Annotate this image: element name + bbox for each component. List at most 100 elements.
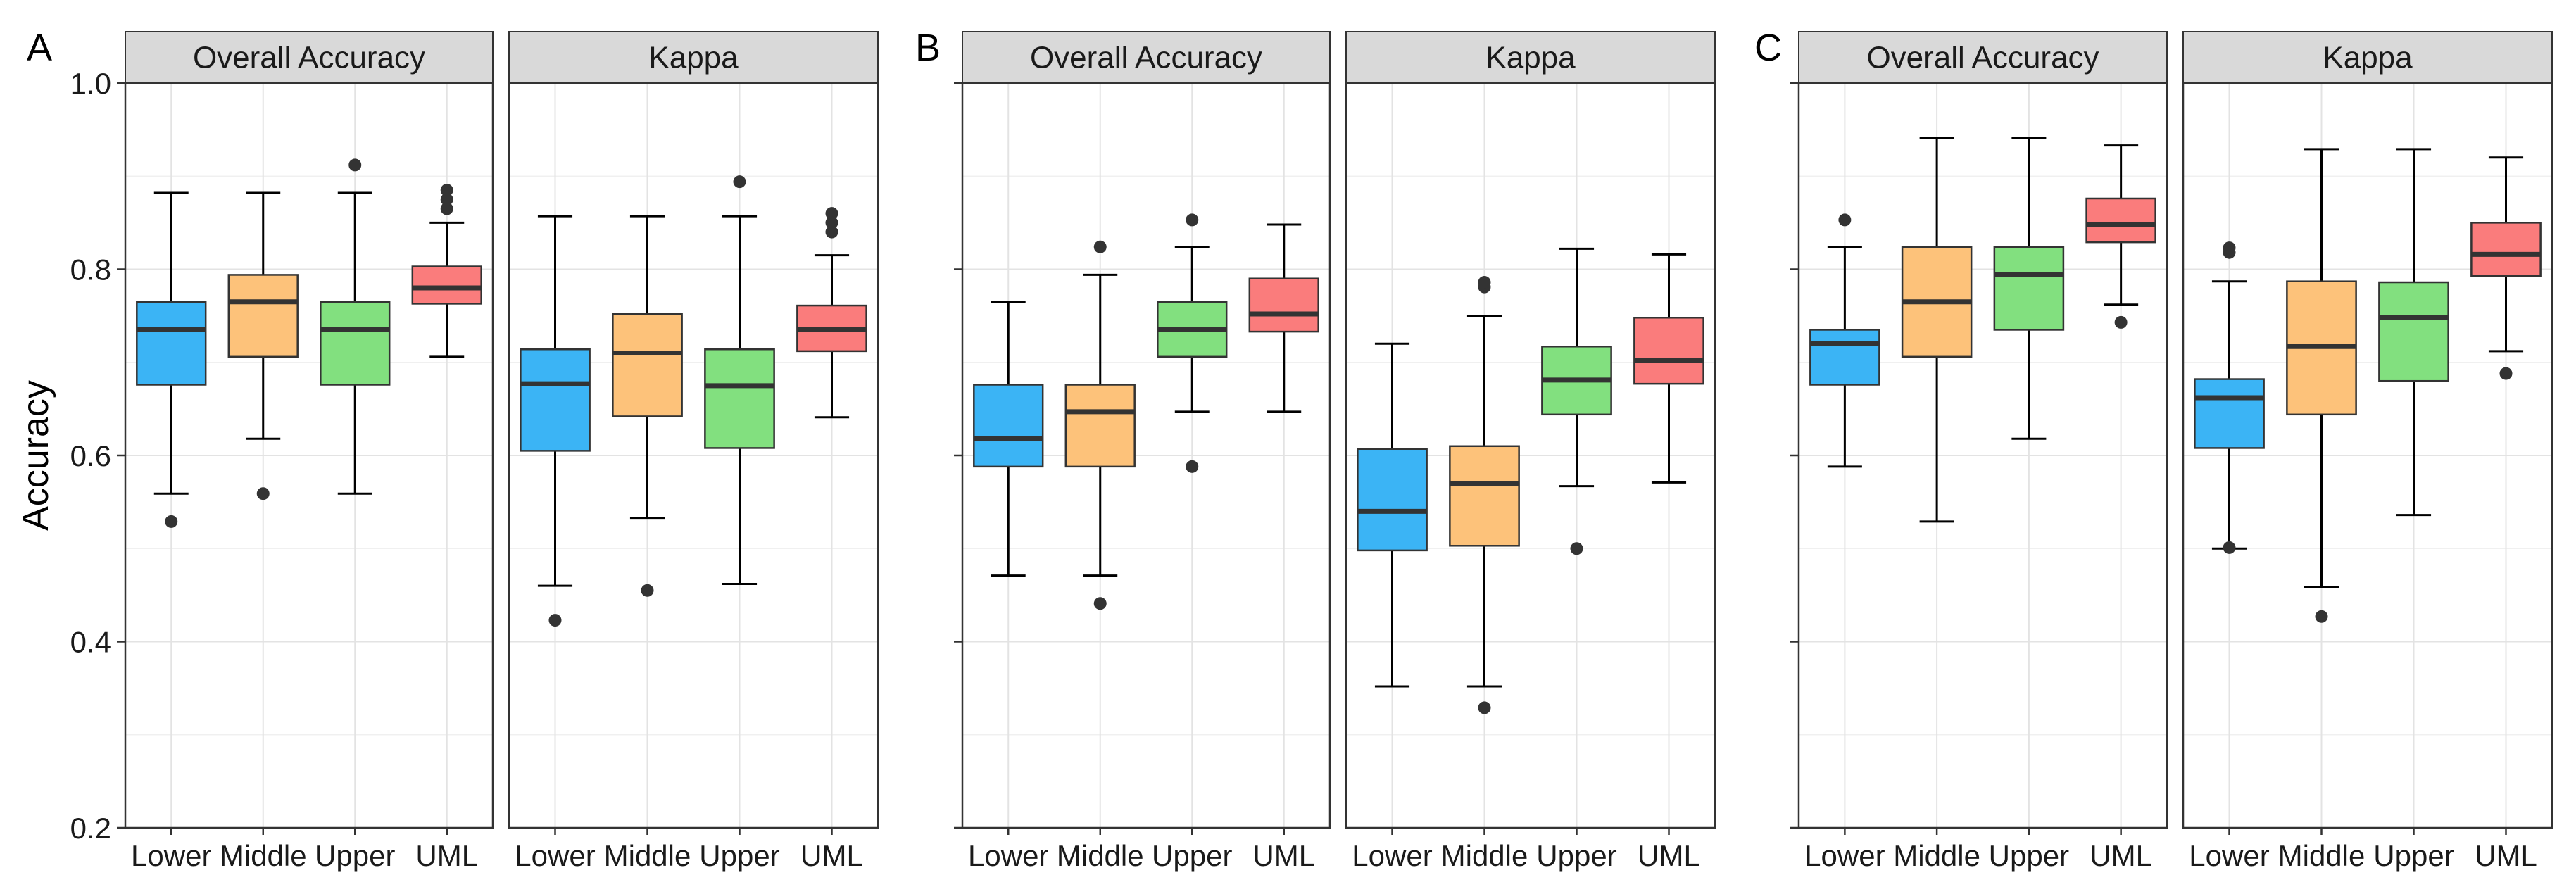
panel-a-kappa: Kappa Lower Middle Upper UML	[508, 31, 879, 872]
outlier-point	[1186, 213, 1199, 227]
panel-border	[1345, 82, 1716, 829]
panel-b-overall-accuracy: Overall Accuracy Lower Middle Upper UML	[961, 31, 1331, 872]
iqr-box	[1449, 445, 1520, 547]
panel-letter: C	[1754, 27, 1782, 69]
box-lower	[973, 301, 1044, 577]
y-tick-label: 1.0	[70, 67, 111, 100]
outlier-point	[1186, 460, 1199, 473]
iqr-box	[612, 313, 683, 417]
iqr-box	[227, 274, 299, 358]
box-uml	[2085, 144, 2156, 329]
box-lower	[520, 215, 591, 627]
box-uml	[796, 207, 867, 419]
box-middle	[1064, 240, 1136, 610]
box-upper	[704, 175, 775, 586]
x-tick-label: UML	[1252, 839, 1315, 872]
box-uml	[411, 184, 482, 358]
box-uml	[1248, 223, 1319, 413]
facet-strip-label: Overall Accuracy	[1030, 41, 1262, 75]
iqr-box	[1064, 384, 1136, 468]
panel-a-overall-accuracy: Overall Accuracy Lower Middle Upper UML	[124, 31, 494, 872]
iqr-box	[704, 348, 775, 449]
iqr-box	[2378, 281, 2449, 382]
x-tick-label: Middle	[604, 839, 691, 872]
box-upper	[320, 158, 391, 495]
iqr-box	[1993, 246, 2065, 331]
gridlines	[125, 82, 493, 829]
panel-letter: A	[27, 27, 52, 69]
box-lower	[2194, 241, 2265, 554]
gridlines	[2183, 82, 2552, 829]
box-lower	[1357, 342, 1428, 688]
x-tick-label: Upper	[699, 839, 779, 872]
facet-strip-label: Overall Accuracy	[193, 41, 425, 75]
panel-border	[508, 82, 879, 829]
outlier-point	[2223, 541, 2236, 554]
iqr-box	[411, 265, 482, 305]
box-upper	[2378, 148, 2449, 517]
y-axis-title: Accuracy	[15, 380, 56, 531]
x-tick-label: UML	[2475, 839, 2537, 872]
outlier-point	[440, 193, 453, 206]
facet-strip-label: Kappa	[648, 41, 739, 75]
outlier-point	[825, 225, 838, 239]
x-tick-label: Middle	[1893, 839, 1980, 872]
outlier-point	[2315, 610, 2328, 623]
iqr-box	[320, 301, 391, 386]
iqr-box	[2194, 378, 2265, 449]
x-tick-label: Middle	[220, 839, 307, 872]
iqr-box	[2085, 197, 2156, 244]
box-middle	[612, 215, 683, 597]
facet-strip-label: Kappa	[2323, 41, 2413, 75]
iqr-box	[1248, 277, 1319, 333]
outlier-point	[165, 515, 178, 528]
outlier-point	[1093, 597, 1107, 610]
box-middle	[1449, 276, 1520, 714]
iqr-box	[2470, 222, 2542, 277]
outlier-point	[733, 175, 746, 189]
x-tick-label: Upper	[1989, 839, 2069, 872]
outlier-point	[440, 202, 453, 215]
outlier-point	[2499, 367, 2513, 380]
x-tick-label: Middle	[1057, 839, 1144, 872]
x-tick-label: Lower	[1352, 839, 1432, 872]
x-tick-label: Upper	[2373, 839, 2454, 872]
box-upper	[1157, 213, 1228, 473]
iqr-box	[1809, 329, 1880, 386]
y-tick-label: 0.8	[70, 253, 111, 287]
x-tick-label: UML	[1638, 839, 1700, 872]
gridlines	[509, 82, 878, 829]
box-upper	[1993, 137, 2065, 440]
box-upper	[1541, 247, 1612, 555]
outlier-point	[1838, 213, 1852, 227]
outlier-point	[825, 207, 838, 220]
iqr-box	[520, 348, 591, 452]
outlier-point	[1478, 276, 1491, 289]
box-uml	[2470, 156, 2542, 380]
outlier-point	[2223, 241, 2236, 255]
x-tick-label: Lower	[1804, 839, 1885, 872]
x-tick-label: Upper	[315, 839, 395, 872]
x-tick-label: Lower	[2189, 839, 2269, 872]
facet-strip	[2182, 31, 2553, 84]
panel-border	[2182, 82, 2553, 829]
outlier-point	[256, 487, 270, 500]
facet-strip	[1345, 31, 1716, 84]
outlier-point	[825, 216, 838, 229]
box-middle	[227, 191, 299, 500]
facet-strip	[962, 31, 1331, 84]
facet-strip-label: Kappa	[1485, 41, 1576, 75]
panel-c-kappa: Kappa Lower Middle Upper UML	[2182, 31, 2553, 872]
x-tick-label: Upper	[1536, 839, 1616, 872]
x-tick-label: Middle	[2278, 839, 2365, 872]
box-lower	[1809, 213, 1880, 468]
iqr-box	[1633, 317, 1704, 385]
outlier-point	[2114, 315, 2128, 329]
y-tick-label: 0.2	[70, 812, 111, 845]
panel-c-overall-accuracy: Overall Accuracy Lower Middle Upper UML	[1797, 31, 2168, 872]
x-tick-label: UML	[2090, 839, 2152, 872]
panel-b-kappa: Kappa Lower Middle Upper UML	[1345, 31, 1716, 872]
iqr-box	[136, 301, 207, 386]
outlier-point	[1570, 542, 1583, 555]
